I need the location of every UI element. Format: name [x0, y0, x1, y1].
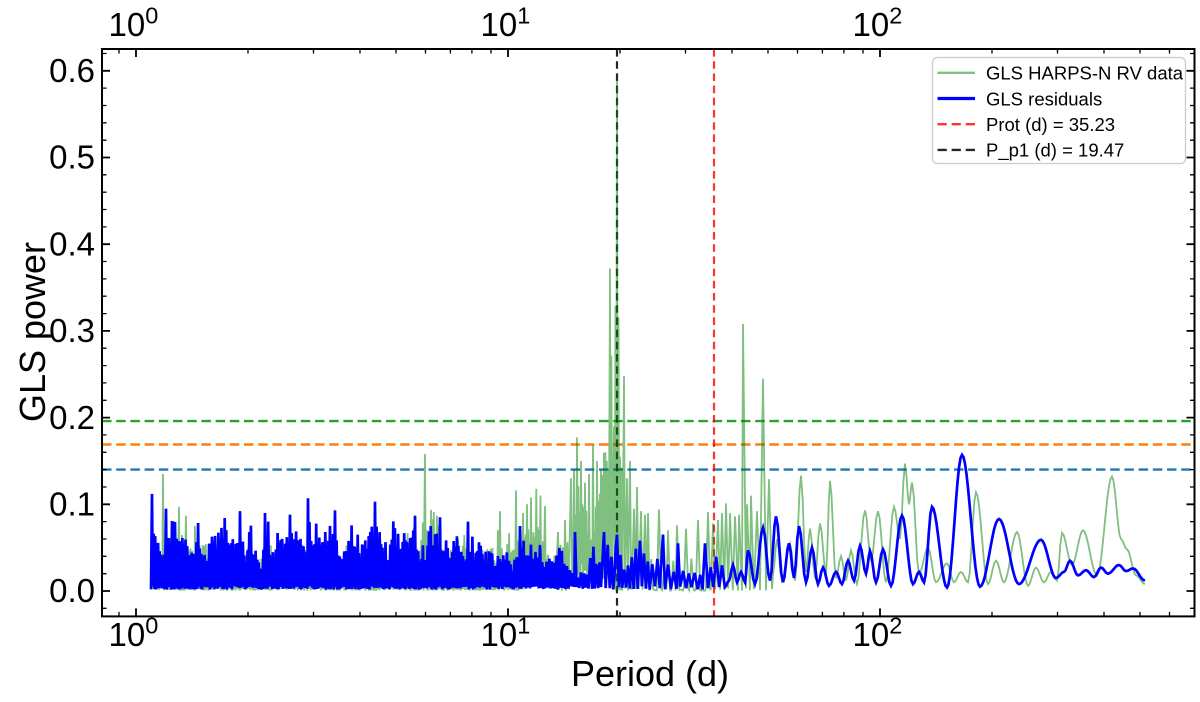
svg-text:Period (d): Period (d)	[571, 653, 729, 694]
svg-text:0.3: 0.3	[49, 312, 95, 349]
svg-text:0.4: 0.4	[49, 225, 95, 262]
svg-text:0.5: 0.5	[49, 139, 95, 176]
svg-text:GLS power: GLS power	[12, 242, 53, 422]
svg-text:P_p1 (d) = 19.47: P_p1 (d) = 19.47	[986, 140, 1124, 162]
svg-text:0.0: 0.0	[49, 572, 95, 609]
svg-text:0.6: 0.6	[49, 52, 95, 89]
svg-text:GLS HARPS-N RV data: GLS HARPS-N RV data	[986, 63, 1184, 84]
svg-text:GLS residuals: GLS residuals	[986, 88, 1102, 109]
svg-text:Prot (d) = 35.23: Prot (d) = 35.23	[986, 114, 1115, 135]
svg-text:0.2: 0.2	[49, 399, 95, 436]
svg-text:0.1: 0.1	[49, 486, 95, 523]
